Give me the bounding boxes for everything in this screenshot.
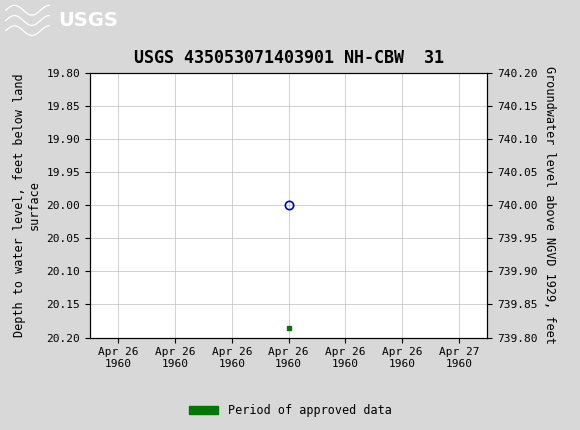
Text: USGS: USGS bbox=[58, 11, 118, 30]
Y-axis label: Groundwater level above NGVD 1929, feet: Groundwater level above NGVD 1929, feet bbox=[543, 66, 556, 344]
Y-axis label: Depth to water level, feet below land
surface: Depth to water level, feet below land su… bbox=[13, 74, 41, 337]
Legend: Period of approved data: Period of approved data bbox=[184, 399, 396, 422]
Title: USGS 435053071403901 NH-CBW  31: USGS 435053071403901 NH-CBW 31 bbox=[133, 49, 444, 68]
